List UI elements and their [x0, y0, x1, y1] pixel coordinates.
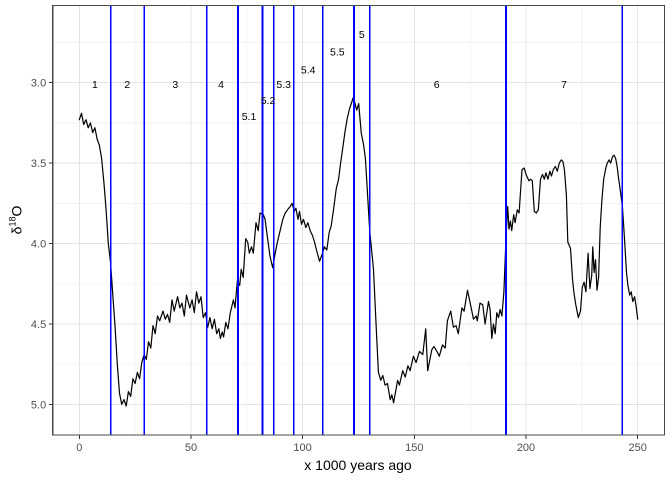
x-tick-label: 250	[629, 442, 647, 454]
y-axis-title: δ18O	[8, 206, 25, 235]
stage-label-5.1: 5.1	[242, 111, 257, 123]
isotope-curve	[78, 96, 639, 407]
stage-label-5.2: 5.2	[261, 95, 276, 107]
y-tick-label: 3.0	[31, 78, 46, 90]
stage-label-5.5: 5.5	[330, 47, 345, 59]
y-axis-title-superscript: 18	[7, 216, 18, 227]
x-tick-label: 50	[185, 442, 197, 454]
y-tick-label: 4.0	[31, 239, 46, 251]
grid-minor	[52, 5, 665, 435]
y-tick-label: 4.5	[31, 319, 46, 331]
y-tick-label: 5.0	[31, 399, 46, 411]
y-axis-ticks: 3.0 3.5 4.0 4.5 5.0	[31, 78, 53, 411]
grid-major	[52, 5, 665, 435]
stage-label-7: 7	[561, 79, 567, 91]
x-axis-title: x 1000 years ago	[304, 457, 412, 473]
stage-label-1: 1	[92, 79, 98, 91]
y-axis-title-delta: δ	[8, 226, 25, 235]
x-tick-label: 0	[76, 442, 82, 454]
stage-label-3: 3	[172, 79, 178, 91]
y-axis-title-element: O	[8, 205, 25, 217]
stage-label-2: 2	[124, 79, 130, 91]
stage-label-6: 6	[434, 79, 440, 91]
stage-label-5.3: 5.3	[276, 79, 291, 91]
x-tick-label: 200	[517, 442, 535, 454]
panel-border	[52, 4, 666, 436]
x-tick-label: 100	[293, 442, 311, 454]
stage-label-4: 4	[218, 79, 224, 91]
stage-boundary-lines	[109, 5, 623, 435]
stage-label-5: 5	[359, 29, 365, 41]
x-axis-ticks: 0 50 100 150 200 250	[76, 435, 647, 454]
stage-label-5.4: 5.4	[301, 64, 316, 76]
x-tick-label: 150	[405, 442, 423, 454]
y-tick-label: 3.5	[31, 158, 46, 170]
stage-labels: 1 2 3 4 5.1 5.25.3 5.4 5.5 5 6 7	[92, 29, 567, 123]
